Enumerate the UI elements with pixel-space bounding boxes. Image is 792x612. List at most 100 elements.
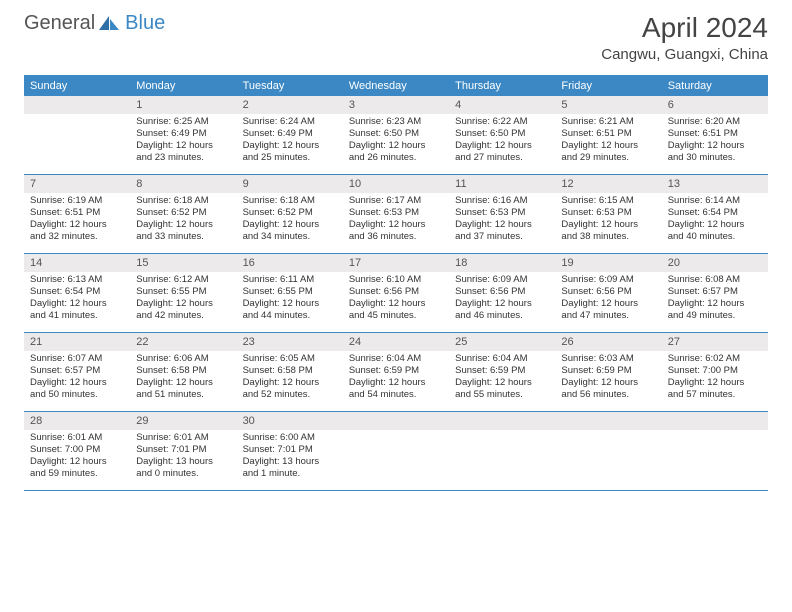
day-number: 30 bbox=[237, 412, 343, 430]
daylight-text: Daylight: 12 hours and 49 minutes. bbox=[668, 298, 762, 322]
day-header-cell: Friday bbox=[555, 76, 661, 96]
logo-sail-icon bbox=[99, 16, 121, 32]
sunrise-text: Sunrise: 6:01 AM bbox=[136, 432, 230, 444]
sunset-text: Sunset: 6:53 PM bbox=[349, 207, 443, 219]
sunset-text: Sunset: 6:52 PM bbox=[243, 207, 337, 219]
logo-text-general: General bbox=[24, 12, 95, 35]
calendar-cell: 6Sunrise: 6:20 AMSunset: 6:51 PMDaylight… bbox=[662, 96, 768, 174]
sunset-text: Sunset: 6:51 PM bbox=[668, 128, 762, 140]
day-number: 17 bbox=[343, 254, 449, 272]
cell-body: Sunrise: 6:07 AMSunset: 6:57 PMDaylight:… bbox=[24, 351, 130, 405]
day-number: 20 bbox=[662, 254, 768, 272]
sunrise-text: Sunrise: 6:21 AM bbox=[561, 116, 655, 128]
cell-body: Sunrise: 6:13 AMSunset: 6:54 PMDaylight:… bbox=[24, 272, 130, 326]
sunset-text: Sunset: 6:57 PM bbox=[668, 286, 762, 298]
day-number: 28 bbox=[24, 412, 130, 430]
sunset-text: Sunset: 6:53 PM bbox=[455, 207, 549, 219]
day-number: 24 bbox=[343, 333, 449, 351]
day-number: 12 bbox=[555, 175, 661, 193]
cell-body: Sunrise: 6:06 AMSunset: 6:58 PMDaylight:… bbox=[130, 351, 236, 405]
sunrise-text: Sunrise: 6:05 AM bbox=[243, 353, 337, 365]
calendar-cell: 11 Sunrise: 6:16 AMSunset: 6:53 PMDayligh… bbox=[449, 175, 555, 253]
day-number: 9 bbox=[237, 175, 343, 193]
logo: General Blue bbox=[24, 12, 165, 35]
sunrise-text: Sunrise: 6:17 AM bbox=[349, 195, 443, 207]
calendar-cell: 20 Sunrise: 6:08 AMSunset: 6:57 PMDayligh… bbox=[662, 254, 768, 332]
sunrise-text: Sunrise: 6:14 AM bbox=[668, 195, 762, 207]
calendar-cell: 8Sunrise: 6:18 AMSunset: 6:52 PMDaylight… bbox=[130, 175, 236, 253]
cell-body: Sunrise: 6:09 AMSunset: 6:56 PMDaylight:… bbox=[555, 272, 661, 326]
calendar-cell: 13Sunrise: 6:14 AMSunset: 6:54 PMDayligh… bbox=[662, 175, 768, 253]
day-number: 11 bbox=[449, 175, 555, 193]
day-header-cell: Saturday bbox=[662, 76, 768, 96]
daylight-text: Daylight: 12 hours and 32 minutes. bbox=[30, 219, 124, 243]
day-number: 8 bbox=[130, 175, 236, 193]
calendar-cell: 12Sunrise: 6:15 AMSunset: 6:53 PMDayligh… bbox=[555, 175, 661, 253]
daylight-text: Daylight: 12 hours and 30 minutes. bbox=[668, 140, 762, 164]
empty-day bbox=[449, 412, 555, 430]
sunrise-text: Sunrise: 6:06 AM bbox=[136, 353, 230, 365]
calendar-cell: 7Sunrise: 6:19 AMSunset: 6:51 PMDaylight… bbox=[24, 175, 130, 253]
daylight-text: Daylight: 12 hours and 41 minutes. bbox=[30, 298, 124, 322]
daylight-text: Daylight: 12 hours and 29 minutes. bbox=[561, 140, 655, 164]
day-number: 19 bbox=[555, 254, 661, 272]
cell-body: Sunrise: 6:18 AMSunset: 6:52 PMDaylight:… bbox=[130, 193, 236, 247]
sunrise-text: Sunrise: 6:23 AM bbox=[349, 116, 443, 128]
daylight-text: Daylight: 12 hours and 50 minutes. bbox=[30, 377, 124, 401]
sunset-text: Sunset: 7:00 PM bbox=[30, 444, 124, 456]
sunset-text: Sunset: 6:55 PM bbox=[243, 286, 337, 298]
calendar-week: 7Sunrise: 6:19 AMSunset: 6:51 PMDaylight… bbox=[24, 175, 768, 254]
sunrise-text: Sunrise: 6:04 AM bbox=[349, 353, 443, 365]
day-number: 29 bbox=[130, 412, 236, 430]
daylight-text: Daylight: 12 hours and 23 minutes. bbox=[136, 140, 230, 164]
calendar-cell: 4Sunrise: 6:22 AMSunset: 6:50 PMDaylight… bbox=[449, 96, 555, 174]
daylight-text: Daylight: 12 hours and 55 minutes. bbox=[455, 377, 549, 401]
day-number: 10 bbox=[343, 175, 449, 193]
sunset-text: Sunset: 6:59 PM bbox=[561, 365, 655, 377]
daylight-text: Daylight: 12 hours and 37 minutes. bbox=[455, 219, 549, 243]
sunrise-text: Sunrise: 6:10 AM bbox=[349, 274, 443, 286]
day-header-cell: Sunday bbox=[24, 76, 130, 96]
cell-body: Sunrise: 6:11 AMSunset: 6:55 PMDaylight:… bbox=[237, 272, 343, 326]
sunrise-text: Sunrise: 6:08 AM bbox=[668, 274, 762, 286]
calendar-cell: 14Sunrise: 6:13 AMSunset: 6:54 PMDayligh… bbox=[24, 254, 130, 332]
sunrise-text: Sunrise: 6:16 AM bbox=[455, 195, 549, 207]
sunrise-text: Sunrise: 6:12 AM bbox=[136, 274, 230, 286]
calendar-cell: 23Sunrise: 6:05 AMSunset: 6:58 PMDayligh… bbox=[237, 333, 343, 411]
daylight-text: Daylight: 12 hours and 36 minutes. bbox=[349, 219, 443, 243]
sunrise-text: Sunrise: 6:20 AM bbox=[668, 116, 762, 128]
sunset-text: Sunset: 7:01 PM bbox=[136, 444, 230, 456]
calendar-cell: 26Sunrise: 6:03 AMSunset: 6:59 PMDayligh… bbox=[555, 333, 661, 411]
day-number: 3 bbox=[343, 96, 449, 114]
sunset-text: Sunset: 6:51 PM bbox=[30, 207, 124, 219]
calendar: SundayMondayTuesdayWednesdayThursdayFrid… bbox=[24, 75, 768, 491]
sunrise-text: Sunrise: 6:15 AM bbox=[561, 195, 655, 207]
cell-body: Sunrise: 6:15 AMSunset: 6:53 PMDaylight:… bbox=[555, 193, 661, 247]
sunrise-text: Sunrise: 6:03 AM bbox=[561, 353, 655, 365]
page-title: April 2024 bbox=[601, 12, 768, 44]
sunrise-text: Sunrise: 6:09 AM bbox=[455, 274, 549, 286]
calendar-cell: 17Sunrise: 6:10 AMSunset: 6:56 PMDayligh… bbox=[343, 254, 449, 332]
sunset-text: Sunset: 6:49 PM bbox=[136, 128, 230, 140]
sunrise-text: Sunrise: 6:02 AM bbox=[668, 353, 762, 365]
header: General Blue April 2024 Cangwu, Guangxi,… bbox=[0, 0, 792, 69]
daylight-text: Daylight: 12 hours and 27 minutes. bbox=[455, 140, 549, 164]
sunset-text: Sunset: 6:56 PM bbox=[455, 286, 549, 298]
daylight-text: Daylight: 12 hours and 52 minutes. bbox=[243, 377, 337, 401]
sunrise-text: Sunrise: 6:18 AM bbox=[243, 195, 337, 207]
day-number: 15 bbox=[130, 254, 236, 272]
sunset-text: Sunset: 6:50 PM bbox=[349, 128, 443, 140]
sunset-text: Sunset: 6:49 PM bbox=[243, 128, 337, 140]
sunset-text: Sunset: 7:01 PM bbox=[243, 444, 337, 456]
day-number: 2 bbox=[237, 96, 343, 114]
day-header-cell: Monday bbox=[130, 76, 236, 96]
cell-body: Sunrise: 6:22 AMSunset: 6:50 PMDaylight:… bbox=[449, 114, 555, 168]
daylight-text: Daylight: 12 hours and 57 minutes. bbox=[668, 377, 762, 401]
sunrise-text: Sunrise: 6:11 AM bbox=[243, 274, 337, 286]
sunrise-text: Sunrise: 6:00 AM bbox=[243, 432, 337, 444]
cell-body: Sunrise: 6:24 AMSunset: 6:49 PMDaylight:… bbox=[237, 114, 343, 168]
day-number: 27 bbox=[662, 333, 768, 351]
daylight-text: Daylight: 12 hours and 42 minutes. bbox=[136, 298, 230, 322]
calendar-cell: 25Sunrise: 6:04 AMSunset: 6:59 PMDayligh… bbox=[449, 333, 555, 411]
sunrise-text: Sunrise: 6:24 AM bbox=[243, 116, 337, 128]
